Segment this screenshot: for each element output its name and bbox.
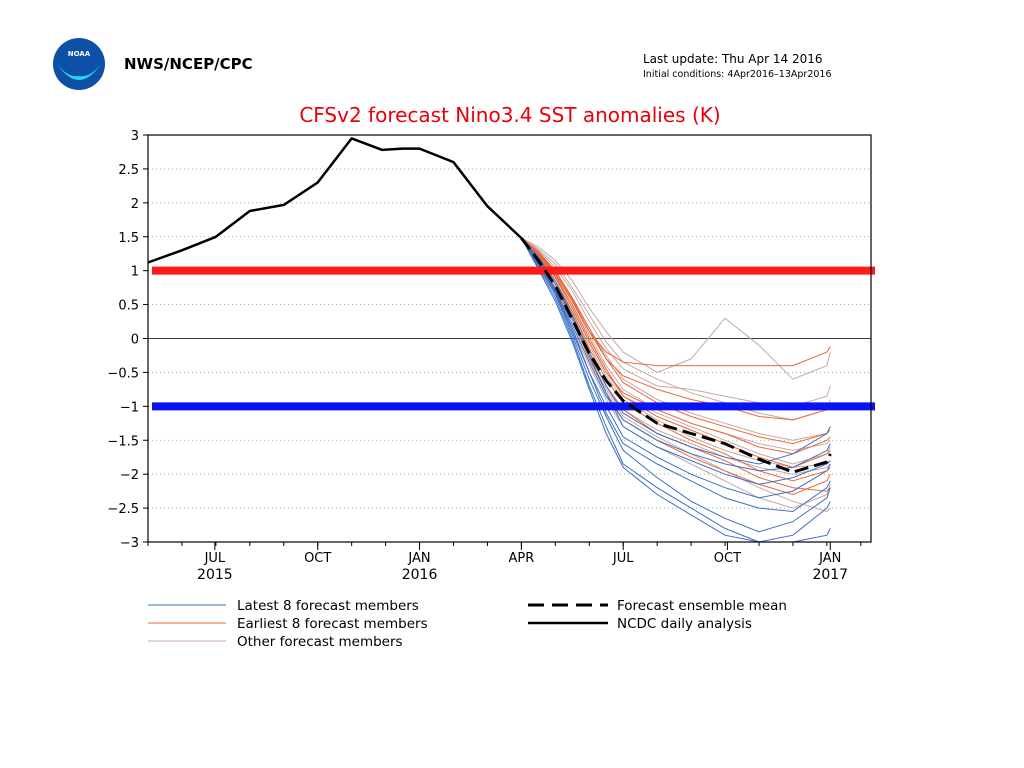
y-tick-label: 2.5 bbox=[118, 163, 139, 178]
member-line-latest bbox=[521, 237, 831, 472]
member-line-earliest bbox=[521, 237, 831, 421]
noaa-logo-text: NOAA bbox=[68, 50, 91, 58]
member-line-latest bbox=[520, 237, 831, 499]
x-tick-year-label: 2017 bbox=[812, 567, 848, 583]
member-line-earliest bbox=[521, 237, 831, 445]
legend-label: Earliest 8 forecast members bbox=[237, 616, 428, 632]
noaa-bird-icon bbox=[57, 64, 101, 80]
legend-label: Forecast ensemble mean bbox=[617, 598, 787, 614]
noaa-logo-disc bbox=[53, 38, 105, 90]
member-line-earliest bbox=[521, 237, 831, 367]
y-tick-label: −1 bbox=[120, 400, 139, 415]
y-tick-label: 0 bbox=[131, 333, 139, 348]
member-line-other bbox=[521, 237, 831, 380]
y-tick-label: 1 bbox=[131, 265, 139, 280]
x-tick-label: JUL bbox=[204, 551, 226, 566]
x-tick-year-label: 2016 bbox=[402, 567, 438, 583]
member-line-latest bbox=[520, 237, 831, 543]
y-tick-label: −3 bbox=[120, 536, 139, 551]
ensemble-mean-series bbox=[520, 237, 832, 474]
analysis-series bbox=[147, 137, 523, 264]
y-tick-label: −1.5 bbox=[107, 434, 139, 449]
threshold-lines bbox=[152, 266, 875, 411]
initial-conditions-label: Initial conditions: 4Apr2016–13Apr2016 bbox=[643, 69, 832, 80]
ensemble-mean-line bbox=[520, 237, 832, 474]
x-tick-label: OCT bbox=[714, 551, 741, 566]
legend-label: Other forecast members bbox=[237, 634, 403, 650]
y-tick-label: −2 bbox=[120, 468, 139, 483]
y-axis: 3 2.5 2 1.5 1 0.5 0 −0.5 −1 −1.5 −2 −2.5 −3 bbox=[107, 129, 148, 551]
chart-title: CFSv2 forecast Nino3.4 SST anomalies (K) bbox=[299, 103, 720, 127]
y-tick-label: 0.5 bbox=[118, 299, 139, 314]
x-tick-label: OCT bbox=[304, 551, 331, 566]
y-tick-label: 2 bbox=[131, 197, 139, 212]
analysis-line bbox=[147, 137, 523, 264]
x-tick-label: JAN bbox=[407, 551, 430, 566]
x-tick-label: JUL bbox=[612, 551, 634, 566]
legend-label: NCDC daily analysis bbox=[617, 616, 752, 632]
y-tick-label: −2.5 bbox=[107, 502, 139, 517]
x-tick-label: APR bbox=[508, 551, 534, 566]
member-line-earliest bbox=[521, 237, 831, 455]
noaa-logo: NOAA bbox=[53, 38, 105, 90]
member-line-latest bbox=[521, 237, 831, 465]
x-tick-year-label: 2015 bbox=[197, 567, 233, 583]
last-update-label: Last update: Thu Apr 14 2016 bbox=[643, 52, 823, 66]
legend-label: Latest 8 forecast members bbox=[237, 598, 419, 614]
y-tick-label: 1.5 bbox=[118, 231, 139, 246]
member-line-latest bbox=[520, 237, 831, 533]
y-tick-label: 3 bbox=[131, 129, 139, 144]
agency-label: NWS/NCEP/CPC bbox=[124, 55, 253, 73]
y-tick-label: −0.5 bbox=[107, 366, 139, 381]
member-line-latest bbox=[520, 237, 831, 513]
x-tick-label: JAN bbox=[818, 551, 841, 566]
legend: Latest 8 forecast members Earliest 8 fore… bbox=[148, 598, 787, 650]
